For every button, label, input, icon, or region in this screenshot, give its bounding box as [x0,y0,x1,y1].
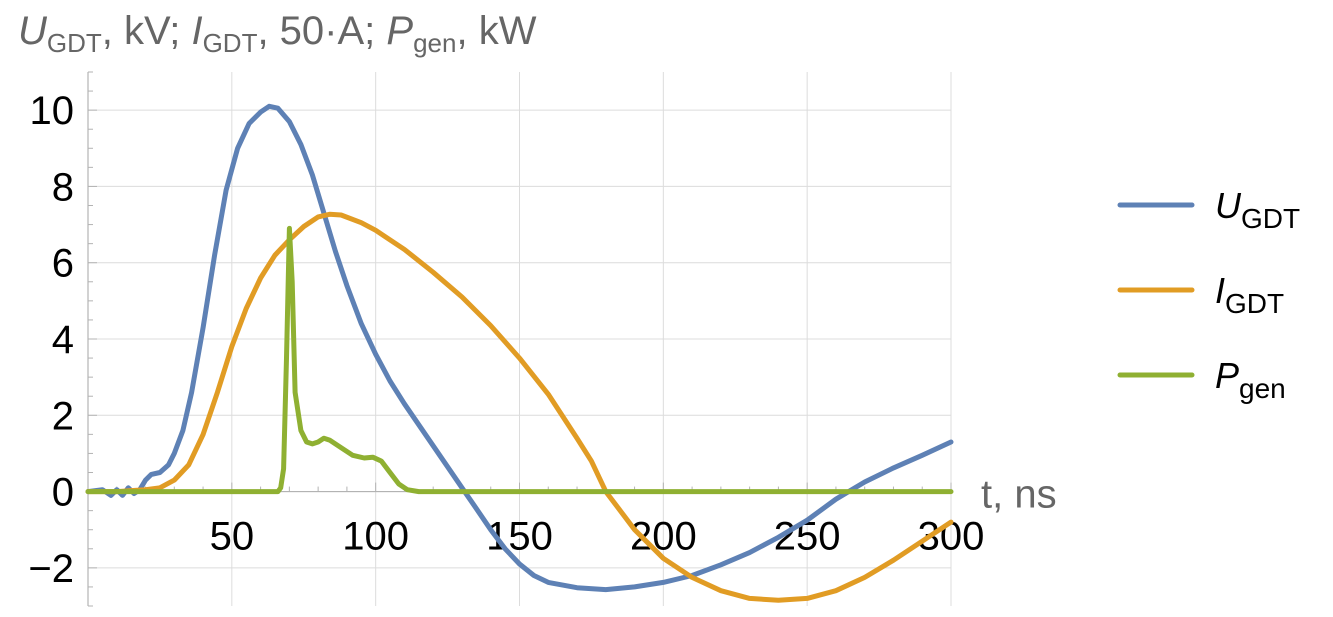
title-p-unit: , kW [456,9,536,53]
title-u-subscript: GDT [47,28,102,58]
y-tick-label: 6 [52,242,74,286]
y-tick-label: 8 [52,165,74,209]
title-u-unit: , kV; [102,9,192,53]
legend-label: IGDT [1215,270,1284,319]
title-i-symbol: I [191,9,202,53]
x-axis-label: t, ns [981,473,1057,517]
title-p-subscript: gen [413,28,456,58]
series-line-u [85,103,954,593]
series-line-i [85,211,954,603]
title-p-symbol: P [386,9,413,53]
x-tick-label: 100 [342,515,409,559]
legend-label: UGDT [1215,185,1300,234]
title-i-subscript: GDT [203,28,258,58]
title-u-symbol: U [18,9,48,53]
grid [88,72,952,606]
x-tick-label: 50 [210,515,255,559]
series-group [85,103,954,603]
y-tick-label: 0 [52,471,74,515]
series-line-p [85,225,954,495]
legend: UGDT IGDT Pgen [1117,185,1300,404]
title-i-unit: , 50·A; [257,9,386,53]
y-tick-label: 4 [52,318,74,362]
y-tick-label: 2 [52,394,74,438]
y-tick-label: −2 [28,547,74,591]
chart-title: UGDT, kV; IGDT, 50·A; Pgen, kW [18,9,537,58]
y-tick-label: 10 [30,89,75,133]
legend-label: Pgen [1215,355,1286,404]
